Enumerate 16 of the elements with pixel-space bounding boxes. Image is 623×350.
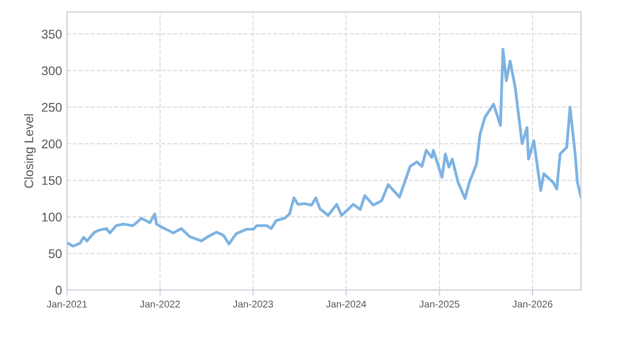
y-tick-label: 350	[42, 30, 62, 39]
y-tick-label: 50	[48, 249, 62, 258]
y-tick-label: 200	[42, 139, 62, 148]
y-tick-label: 0	[56, 286, 62, 295]
y-tick-label: 300	[42, 66, 62, 76]
y-axis-title: Closing Level	[24, 114, 36, 188]
x-tick-label: Jan-2024	[326, 300, 366, 308]
y-tick-label: 150	[42, 176, 62, 185]
x-tick-label: Jan-2022	[140, 300, 180, 308]
y-tick-label: 250	[42, 102, 62, 112]
line-series	[67, 48, 581, 248]
x-tick-label: Jan-2021	[46, 300, 87, 308]
x-tick-label: Jan-2026	[512, 300, 552, 308]
x-tick-label: Jan-2025	[419, 300, 460, 308]
x-tick-label: Jan-2023	[233, 300, 273, 308]
y-tick-label: 100	[42, 212, 62, 222]
